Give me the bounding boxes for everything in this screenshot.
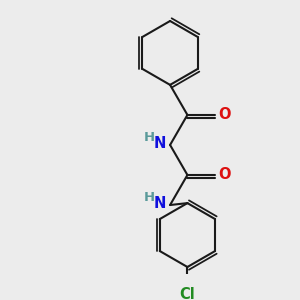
Text: O: O (218, 167, 231, 182)
Text: N: N (154, 196, 167, 211)
Text: O: O (218, 107, 231, 122)
Text: H: H (143, 131, 155, 144)
Text: Cl: Cl (179, 287, 195, 300)
Text: N: N (154, 136, 167, 151)
Text: H: H (143, 191, 155, 204)
